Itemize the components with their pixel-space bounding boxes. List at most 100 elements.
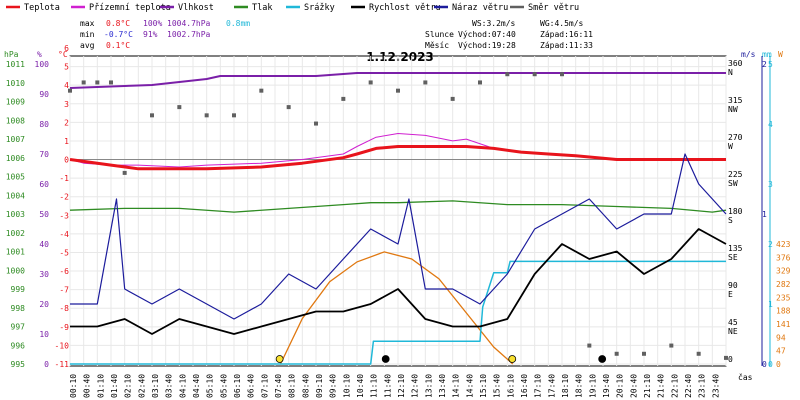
x-tick-label: 17:10	[534, 374, 543, 398]
x-tick-label: 06:10	[233, 374, 242, 398]
pressure-axis-tick-label: 1009	[6, 98, 25, 107]
legend-item-rychlost-vetru: Rychlost větru	[351, 3, 441, 13]
humidity-axis-tick-label: 80	[39, 120, 49, 129]
humidity-axis-tick-label: 0	[44, 360, 49, 369]
solar-axis-tick-label: 188	[776, 307, 791, 316]
wind-direction-point	[368, 80, 373, 85]
x-tick-label: 23:40	[711, 374, 720, 398]
grid	[69, 56, 727, 366]
wind-direction-point	[560, 72, 564, 77]
marker-sunrise	[275, 355, 284, 363]
wind-direction-point	[68, 88, 72, 93]
x-tick-label: 16:10	[506, 374, 515, 398]
pressure-axis-tick-label: 1008	[6, 116, 25, 125]
wind-direction-point	[423, 80, 428, 85]
x-tick-label: 02:10	[124, 374, 133, 398]
x-tick-label: 01:40	[110, 374, 119, 398]
wind-direction-tick-label: 180	[728, 207, 743, 216]
stat-max-temp: 0.8°C	[106, 19, 130, 28]
wind-direction-point	[122, 170, 127, 175]
pressure-axis-tick-label: 998	[11, 304, 26, 313]
wind-direction-point	[259, 88, 264, 93]
x-tick-label: 18:10	[561, 374, 570, 398]
info-moon-label: Měsíc	[425, 41, 449, 50]
wind-direction-point	[587, 343, 592, 348]
humidity-axis-tick-label: 60	[39, 180, 49, 189]
legend-item-tlak: Tlak	[234, 3, 272, 13]
info-sunset: Západ:16:11	[540, 30, 593, 39]
stat-min-press: 1002.7hPa	[167, 30, 211, 39]
x-tick-label: 06:40	[247, 374, 256, 398]
temperature-axis-tick-label: 4	[64, 81, 69, 90]
x-tick-label: 12:10	[397, 374, 406, 398]
humidity-axis-tick-label: 20	[39, 300, 49, 309]
stat-max-press: 1004.7hPa	[167, 19, 211, 28]
legend-item-teplota: Teplota	[6, 3, 60, 13]
wind-direction-tick-label: E	[728, 290, 733, 299]
humidity-axis-tick-label: 10	[39, 330, 49, 339]
wind-direction-point	[724, 355, 728, 360]
wind-direction-point	[505, 72, 510, 77]
temperature-axis-tick-label: -2	[59, 193, 69, 202]
stat-avg-temp: 0.1°C	[106, 41, 130, 50]
wind-direction-tick-label: 360	[728, 59, 743, 68]
x-tick-label: 13:10	[424, 374, 433, 398]
temperature-axis-tick-label: 5	[64, 63, 69, 72]
info-sun-label: Slunce	[425, 30, 454, 39]
x-tick-label: 08:40	[301, 374, 310, 398]
wind-direction-point	[232, 113, 236, 118]
wind-direction-point	[204, 113, 209, 118]
stat-max-hum: 100%	[143, 19, 162, 28]
temperature-axis-tick-label: -7	[59, 286, 69, 295]
x-tick-label: 20:10	[616, 374, 625, 398]
temperature-axis-tick-label: 3	[64, 100, 69, 109]
marker-sunset	[508, 355, 517, 363]
wind-direction-tick-label: S	[728, 216, 733, 225]
x-tick-label: 10:40	[356, 374, 365, 398]
pressure-axis-tick-label: 1007	[6, 135, 25, 144]
wind-speed-axis-tick-label: 2	[762, 60, 767, 69]
x-axis: 00:10 00:40 01:10 01:40 02:10 02:40 03:10 03:40…	[69, 374, 720, 398]
x-tick-label: 13:40	[438, 374, 447, 398]
pressure-axis-tick-label: 996	[11, 341, 26, 350]
wind-direction-point	[341, 96, 346, 101]
wind-speed-axis-tick-label: 1	[762, 210, 767, 219]
wind-direction-point	[696, 351, 701, 356]
temperature-axis-tick-label: -1	[59, 174, 69, 183]
wind-direction-point	[81, 80, 86, 85]
pressure-axis-tick-label: 999	[11, 285, 26, 294]
humidity-axis-tick-label: 30	[39, 270, 49, 279]
wind-direction-tick-label: SW	[728, 179, 738, 188]
temperature-axis-tick-label: 0	[64, 156, 69, 165]
marker-moonset	[381, 355, 390, 363]
wind-direction-point	[177, 105, 182, 110]
pressure-axis-tick-label: 1004	[6, 191, 25, 200]
wind-direction-tick-label: SE	[728, 253, 738, 262]
series-wind-speed	[70, 228, 727, 335]
solar-axis-tick-label: 282	[776, 280, 791, 289]
wind-direction-tick-label: NE	[728, 327, 738, 336]
x-axis-label: čas	[738, 372, 753, 382]
wind-direction-point	[614, 351, 619, 356]
x-tick-label: 07:10	[260, 374, 269, 398]
legend-item-prizemni-teplota: Přízemní teplota	[71, 3, 171, 13]
x-tick-label: 21:10	[643, 374, 652, 398]
legend-label: Přízemní teplota	[89, 3, 171, 13]
series-wind-gust	[70, 153, 727, 320]
wind-direction-point	[396, 88, 400, 93]
wind-direction-point	[286, 105, 291, 110]
info-block: WS:3.2m/s WG:4.5m/s Slunce Východ:07:40 …	[425, 19, 593, 50]
wind-direction-point	[669, 343, 674, 348]
humidity-axis-tick-label: 90	[39, 90, 49, 99]
x-tick-label: 20:40	[629, 374, 638, 398]
chart-title: 1.12.2023	[366, 50, 434, 64]
x-tick-label: 22:10	[670, 374, 679, 398]
solar-axis-tick-label: 423	[776, 240, 791, 249]
x-tick-label: 03:40	[165, 374, 174, 398]
stat-min-label: min	[80, 30, 95, 39]
temperature-axis-tick-label: -11	[55, 360, 70, 369]
wind-direction-tick-label: 225	[728, 170, 743, 179]
series-temperature	[69, 145, 726, 171]
series-pressure	[69, 200, 727, 213]
wind-direction-point	[314, 121, 318, 126]
